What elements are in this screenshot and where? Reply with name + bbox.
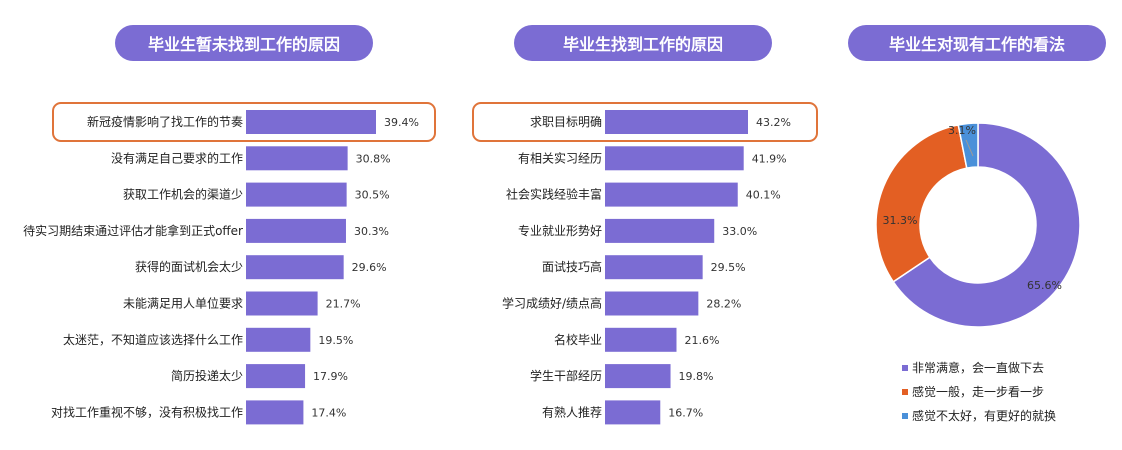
donut-value-label-1: 65.6% xyxy=(1027,279,1062,292)
chart1-bar-9 xyxy=(246,400,304,425)
donut-value-label-2: 31.3% xyxy=(883,214,918,227)
chart2-bar-6 xyxy=(605,291,699,316)
chart1-category-label-1: 新冠疫情影响了找工作的节奏 xyxy=(87,114,243,129)
chart1-bar-6 xyxy=(246,291,318,316)
chart2-category-label-9: 有熟人推荐 xyxy=(542,404,602,419)
chart1-bar-3 xyxy=(246,182,347,207)
chart2-value-label-1: 43.2% xyxy=(756,116,791,129)
chart2-bar-8 xyxy=(605,364,671,389)
chart1-value-label-9: 17.4% xyxy=(311,406,346,419)
chart1-bar-4 xyxy=(246,218,346,243)
chart2-value-label-6: 28.2% xyxy=(706,298,741,311)
chart1-value-label-1: 39.4% xyxy=(384,116,419,129)
donut-leader-line-3 xyxy=(965,139,974,157)
legend-swatch-1 xyxy=(902,365,908,371)
chart2-bar-4 xyxy=(605,218,715,243)
chart2-bar-1 xyxy=(605,110,748,134)
legend-label-2: 感觉一般，走一步看一步 xyxy=(912,384,1044,399)
chart2-value-label-7: 21.6% xyxy=(685,334,720,347)
chart-title-job-opinion: 毕业生对现有工作的看法 xyxy=(848,25,1106,61)
donut-slice-2 xyxy=(875,124,968,283)
legend-swatch-3 xyxy=(902,413,908,419)
donut-slice-1 xyxy=(892,122,1081,328)
chart2-bar-3 xyxy=(605,182,738,207)
legend-label-3: 感觉不太好，有更好的就换 xyxy=(912,408,1056,423)
chart2-category-label-1: 求职目标明确 xyxy=(530,115,602,129)
chart2-category-label-6: 学习成绩好/绩点高 xyxy=(502,296,602,311)
chart1-category-label-4: 待实习期结束通过评估才能拿到正式offer xyxy=(23,223,243,238)
chart1-value-label-2: 30.8% xyxy=(356,152,391,165)
chart2-value-label-4: 33.0% xyxy=(722,225,757,238)
chart2-value-label-5: 29.5% xyxy=(711,261,746,274)
chart1-bar-5 xyxy=(246,255,344,280)
donut-value-label-3: 3.1% xyxy=(948,124,976,137)
legend-swatch-2 xyxy=(902,389,908,395)
chart2-highlight-box xyxy=(472,102,818,142)
chart1-category-label-9: 对找工作重视不够，没有积极找工作 xyxy=(51,404,243,419)
chart-title-reasons-employed: 毕业生找到工作的原因 xyxy=(514,25,772,61)
chart1-value-label-4: 30.3% xyxy=(354,225,389,238)
chart1-bar-2 xyxy=(246,146,348,171)
chart-title-reasons-unemployed: 毕业生暂未找到工作的原因 xyxy=(115,25,373,61)
chart2-value-label-2: 41.9% xyxy=(752,152,787,165)
chart1-bar-7 xyxy=(246,327,311,352)
chart1-category-label-5: 获得的面试机会太少 xyxy=(135,259,243,274)
chart1-category-label-3: 获取工作机会的渠道少 xyxy=(123,187,243,202)
chart2-bar-7 xyxy=(605,327,677,352)
chart1-value-label-6: 21.7% xyxy=(326,298,361,311)
chart1-category-label-8: 简历投递太少 xyxy=(171,368,243,383)
chart2-value-label-3: 40.1% xyxy=(746,189,781,202)
chart1-bar-8 xyxy=(246,364,306,389)
chart2-bar-9 xyxy=(605,400,661,425)
chart1-value-label-3: 30.5% xyxy=(355,189,390,202)
chart2-bar-2 xyxy=(605,146,744,171)
chart2-value-label-9: 16.7% xyxy=(668,406,703,419)
chart2-category-label-7: 名校毕业 xyxy=(554,332,602,347)
chart2-category-label-3: 社会实践经验丰富 xyxy=(506,187,602,202)
chart1-category-label-7: 太迷茫，不知道应该选择什么工作 xyxy=(63,332,243,347)
chart2-bar-5 xyxy=(605,255,703,280)
chart1-bar-1 xyxy=(246,110,376,134)
chart2-category-label-5: 面试技巧高 xyxy=(542,259,602,274)
legend-label-1: 非常满意，会一直做下去 xyxy=(912,360,1044,375)
chart1-value-label-5: 29.6% xyxy=(352,261,387,274)
chart1-value-label-7: 19.5% xyxy=(318,334,353,347)
chart1-category-label-2: 没有满足自己要求的工作 xyxy=(111,150,243,165)
chart1-value-label-8: 17.9% xyxy=(313,370,348,383)
chart2-value-label-8: 19.8% xyxy=(679,370,714,383)
chart1-highlight-box xyxy=(52,102,436,142)
chart2-category-label-2: 有相关实习经历 xyxy=(518,150,602,165)
chart2-category-label-4: 专业就业形势好 xyxy=(518,223,602,238)
chart1-category-label-6: 未能满足用人单位要求 xyxy=(123,296,243,311)
chart2-category-label-8: 学生干部经历 xyxy=(530,368,602,383)
